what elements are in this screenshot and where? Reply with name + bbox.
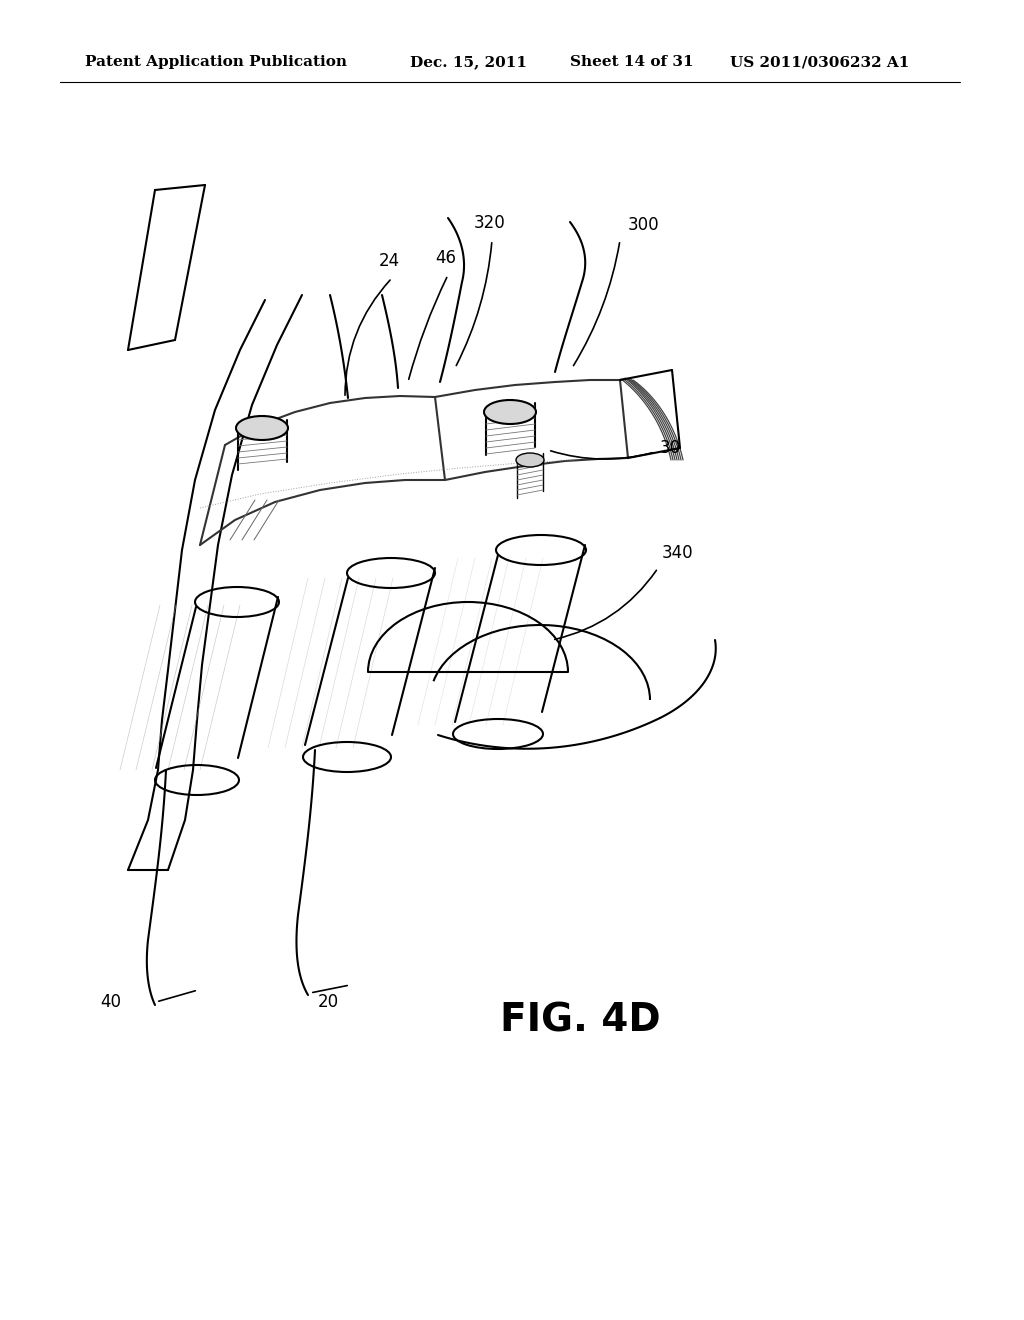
Text: 300: 300	[628, 216, 659, 234]
Ellipse shape	[516, 453, 544, 467]
Text: FIG. 4D: FIG. 4D	[500, 1001, 660, 1039]
Text: 20: 20	[318, 993, 339, 1011]
Text: US 2011/0306232 A1: US 2011/0306232 A1	[730, 55, 909, 69]
Text: 46: 46	[435, 249, 457, 267]
Ellipse shape	[236, 416, 288, 440]
Ellipse shape	[484, 400, 536, 424]
Text: Dec. 15, 2011: Dec. 15, 2011	[410, 55, 527, 69]
Text: 30: 30	[660, 440, 681, 457]
Text: 24: 24	[379, 252, 399, 271]
Text: 340: 340	[662, 544, 693, 562]
Text: Sheet 14 of 31: Sheet 14 of 31	[570, 55, 693, 69]
Text: Patent Application Publication: Patent Application Publication	[85, 55, 347, 69]
Text: 40: 40	[100, 993, 121, 1011]
Text: 320: 320	[474, 214, 506, 232]
